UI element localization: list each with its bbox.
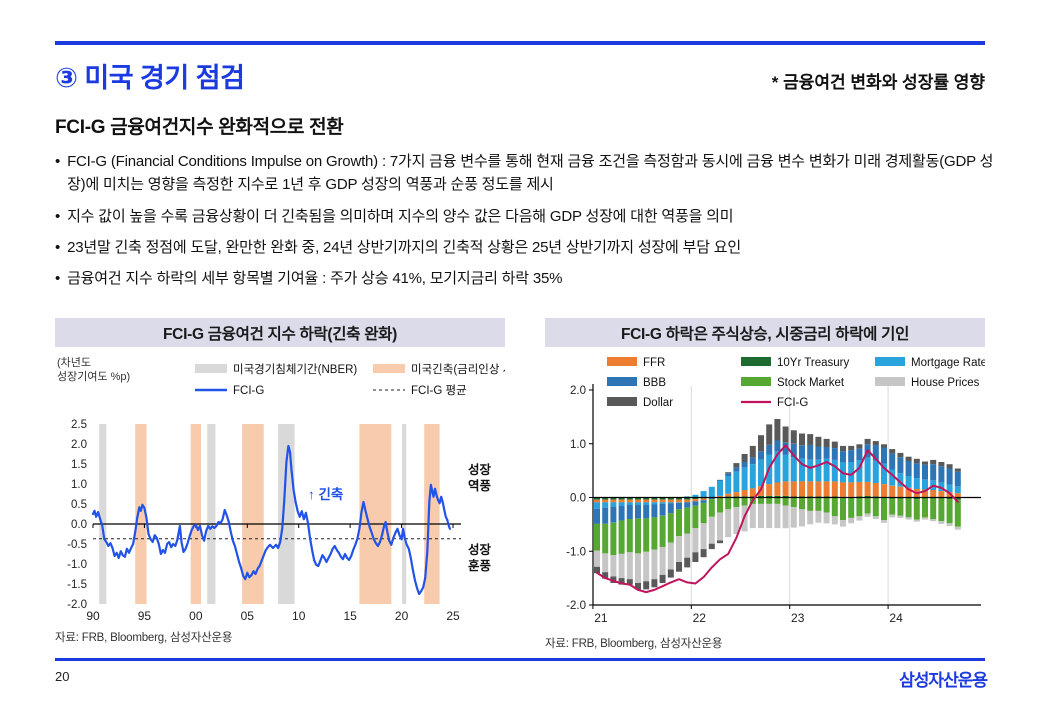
svg-text:0.5: 0.5: [71, 499, 87, 511]
svg-text:FCI-G: FCI-G: [233, 385, 264, 397]
svg-text:1.0: 1.0: [570, 439, 586, 451]
svg-text:00: 00: [189, 609, 203, 623]
svg-text:-2.0: -2.0: [566, 600, 586, 612]
bullet-marker: •: [55, 238, 61, 256]
svg-text:FFR: FFR: [643, 357, 665, 369]
bullet-list: • FCI-G (Financial Conditions Impulse on …: [55, 150, 1000, 298]
svg-text:성장: 성장: [468, 462, 492, 477]
svg-text:95: 95: [138, 609, 152, 623]
svg-text:미국경기침체기간(NBER): 미국경기침체기간(NBER): [233, 362, 357, 376]
svg-text:House Prices: House Prices: [911, 377, 980, 389]
svg-text:FCI-G: FCI-G: [777, 397, 808, 409]
svg-text:Mortgage Rate: Mortgage Rate: [911, 357, 985, 369]
fcig-contribution-chart: 2.0 1.0 0.0 -1.0 -2.0 21 22 23 24 FFR BBB Dollar 10Y…: [566, 357, 985, 625]
svg-text:BBB: BBB: [643, 377, 666, 389]
svg-text:-0.5: -0.5: [67, 539, 87, 551]
gridlines: [690, 386, 889, 605]
svg-text:23: 23: [791, 611, 805, 625]
fcig-line: [91, 444, 451, 596]
stacked-bars: [594, 419, 961, 590]
svg-text:2.5: 2.5: [71, 419, 87, 431]
axes: 2.0 1.0 0.0 -1.0 -2.0 21 22 23 24: [566, 384, 981, 625]
svg-text:10Yr Treasury: 10Yr Treasury: [777, 357, 849, 369]
bullet-item: • 금융여건 지수 하락의 세부 항목별 기여율 : 주가 상승 41%, 모기지…: [55, 267, 1000, 290]
bullet-text: 지수 값이 높을 수록 금융상황이 더 긴축됨을 의미하며 지수의 양수 값은 …: [67, 207, 734, 225]
svg-text:0.0: 0.0: [71, 519, 87, 531]
svg-text:22: 22: [693, 611, 707, 625]
header-note: * 금융여건 변화와 성장률 영향: [771, 73, 985, 92]
fcig-line: [596, 444, 959, 594]
bullet-text: 금융여건 지수 하락의 세부 항목별 기여율 : 주가 상승 41%, 모기지금…: [67, 270, 563, 287]
page-title: ③ 미국 경기 점검: [55, 63, 245, 93]
svg-text:24: 24: [889, 611, 903, 625]
svg-text:1.0: 1.0: [71, 479, 87, 491]
svg-text:20: 20: [395, 609, 409, 623]
shaded-bands: [99, 424, 440, 604]
svg-text:(차년도: (차년도: [57, 356, 91, 369]
left-chart-panel: FCI-G 금융여건 지수 하락(긴축 완화) 2.5 2.0 1.5 1.0 0.5 0…: [55, 318, 505, 645]
svg-text:90: 90: [86, 609, 100, 623]
svg-text:Dollar: Dollar: [643, 397, 673, 409]
svg-text:성장기여도 %p): 성장기여도 %p): [57, 370, 130, 383]
bullet-marker: •: [55, 207, 61, 225]
bullet-text: 23년말 긴축 정점에 도달, 완만한 완화 중, 24년 상반기까지의 긴축적…: [67, 238, 741, 256]
legend: FFR BBB Dollar 10Yr Treasury Stock Market FCI…: [607, 357, 985, 409]
svg-text:21: 21: [594, 611, 608, 625]
svg-text:2.0: 2.0: [71, 439, 87, 451]
svg-text:2.0: 2.0: [570, 385, 586, 397]
bullet-marker: •: [55, 153, 61, 170]
svg-text:Stock Market: Stock Market: [777, 377, 845, 389]
svg-text:15: 15: [343, 609, 357, 623]
fcig-line-chart: 2.5 2.0 1.5 1.0 0.5 0.0 -0.5 -1.0 -1.5 -2.090 95 00…: [57, 356, 505, 623]
axes: 2.5 2.0 1.5 1.0 0.5 0.0 -0.5 -1.0 -1.5 -2.090 95 00…: [67, 419, 461, 623]
right-chart-panel: FCI-G 하락은 주식상승, 시중금리 하락에 기인 2.0 1.0 0.0 -1.…: [545, 318, 985, 651]
svg-text:-1.0: -1.0: [67, 559, 87, 571]
svg-text:25: 25: [446, 609, 460, 623]
right-chart-source: 자료: FRB, Bloomberg, 삼성자산운용: [545, 638, 723, 650]
svg-text:-1.5: -1.5: [67, 579, 87, 591]
bullet-item: • 지수 값이 높을 수록 금융상황이 더 긴축됨을 의미하며 지수의 양수 값은…: [55, 205, 1000, 228]
bullet-marker: •: [55, 270, 61, 287]
svg-text:10: 10: [292, 609, 306, 623]
svg-text:0.0: 0.0: [570, 493, 586, 505]
svg-text:05: 05: [241, 609, 255, 623]
svg-text:↑ 긴축: ↑ 긴축: [308, 486, 343, 502]
svg-text:-1.0: -1.0: [566, 546, 586, 558]
svg-text:성장: 성장: [468, 542, 492, 557]
svg-text:1.5: 1.5: [71, 459, 87, 471]
svg-text:FCI-G 평균: FCI-G 평균: [411, 384, 467, 397]
svg-text:-2.0: -2.0: [67, 599, 87, 611]
svg-text:미국긴축(금리인상 시기): 미국긴축(금리인상 시기): [411, 363, 505, 376]
section-heading: FCI-G 금융여건지수 완화적으로 전환: [55, 117, 344, 138]
brand-logo: 삼성자산운용: [899, 671, 988, 690]
left-chart-source: 자료: FRB, Bloomberg, 삼성자산운용: [55, 632, 233, 644]
top-divider: [55, 41, 985, 45]
bottom-divider: [55, 658, 985, 661]
svg-text:훈풍: 훈풍: [468, 558, 492, 573]
svg-text:역풍: 역풍: [468, 478, 492, 493]
bullet-text: FCI-G (Financial Conditions Impulse on G…: [67, 153, 994, 194]
bullet-item: • 23년말 긴축 정점에 도달, 완만한 완화 중, 24년 상반기까지의 긴축…: [55, 236, 1000, 259]
bullet-item: • FCI-G (Financial Conditions Impulse on …: [55, 150, 1000, 197]
right-chart-title: FCI-G 하락은 주식상승, 시중금리 하락에 기인: [545, 318, 985, 347]
left-chart-title: FCI-G 금융여건 지수 하락(긴축 완화): [55, 318, 505, 347]
page-number: 20: [55, 669, 70, 684]
